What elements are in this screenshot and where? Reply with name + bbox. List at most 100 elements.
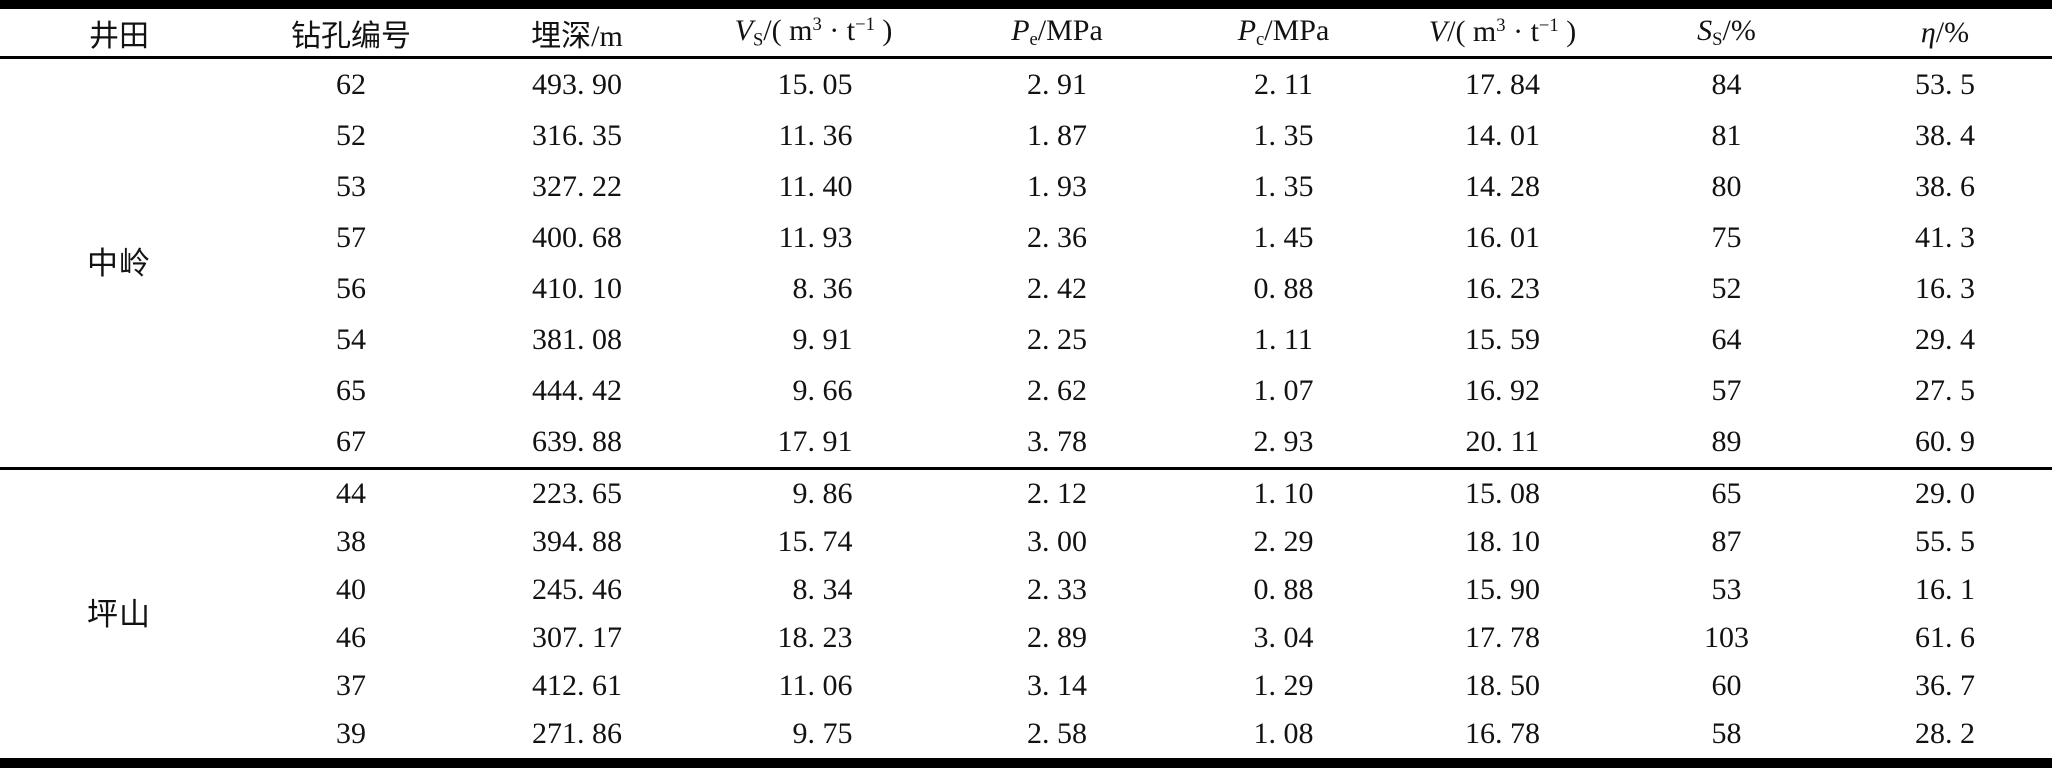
- cell-ss: 53: [1711, 573, 1742, 606]
- header-row: 井田 钻孔编号 埋深/m VS/( m3 · t−1 ) Pe/MPa Pc/MPa V/(…: [0, 4, 2052, 59]
- column-header-pe: Pe/MPa: [937, 4, 1177, 59]
- cell-pe: 2. 33: [1027, 573, 1087, 606]
- cell-pe: 2. 62: [1027, 373, 1087, 407]
- table-row: 56 410. 10 8. 36 2. 42 0. 88 16. 23 52 16. 3: [0, 263, 2052, 314]
- column-header-pc: Pc/MPa: [1177, 4, 1390, 59]
- table-row: 40 245. 46 8. 34 2. 33 0. 88 15. 90 53 16. 1: [0, 566, 2052, 614]
- cell-ss: 87: [1711, 525, 1742, 558]
- cell-pe: 2. 91: [1027, 67, 1087, 101]
- cell-hole: 65: [336, 373, 366, 407]
- cell-hole: 39: [336, 717, 366, 750]
- table-row: 52 316. 35 11. 36 1. 87 1. 35 14. 01 81 38. 4: [0, 110, 2052, 161]
- cell-vs: 8. 36: [792, 271, 853, 305]
- cell-hole: 44: [238, 467, 464, 518]
- column-header-ss: SS/%: [1615, 4, 1838, 59]
- table-row: 53 327. 22 11. 40 1. 93 1. 35 14. 28 80 38. 6: [0, 161, 2052, 212]
- cell-pc: 0. 88: [1253, 271, 1314, 305]
- cell-depth: 316. 35: [532, 118, 622, 152]
- cell-pc: 1. 10: [1177, 467, 1390, 518]
- cell-depth: 444. 42: [532, 373, 622, 407]
- cell-eta: 28. 2: [1915, 717, 1975, 750]
- cell-vs: 9. 66: [792, 373, 853, 407]
- cell-depth: 307. 17: [532, 621, 622, 654]
- cell-pc: 2. 29: [1253, 525, 1314, 558]
- table-row: 54 381. 08 9. 91 2. 25 1. 11 15. 59 64 29. 4: [0, 314, 2052, 365]
- cell-ss: 75: [1711, 220, 1742, 254]
- cell-depth: 327. 22: [532, 169, 622, 203]
- cell-pe: 2. 89: [1027, 621, 1087, 654]
- table-body: 中岭 62 493. 90 15. 05 2. 91 2. 11 17. 84 84 53. 5…: [0, 58, 2052, 763]
- cell-pe: 2. 58: [1027, 717, 1087, 750]
- cell-pe: 2. 12: [937, 467, 1177, 518]
- column-header-field: 井田: [0, 4, 238, 59]
- cell-v: 20. 11: [1465, 424, 1540, 458]
- group-label-pingshan: 坪山: [0, 467, 238, 763]
- column-header-v: V/( m3 · t−1 ): [1390, 4, 1615, 59]
- cell-eta: 38. 6: [1915, 169, 1975, 203]
- cell-eta: 16. 1: [1915, 573, 1975, 606]
- cell-v: 17. 84: [1465, 67, 1540, 101]
- cell-depth: 493. 90: [532, 67, 622, 101]
- cell-ss: 84: [1711, 67, 1742, 101]
- cell-pe: 1. 87: [1027, 118, 1087, 152]
- column-header-depth: 埋深/m: [464, 4, 690, 59]
- cell-depth: 223. 65: [464, 467, 690, 518]
- cell-v: 15. 08: [1390, 467, 1615, 518]
- cell-pe: 1. 93: [1027, 169, 1087, 203]
- cell-v: 15. 59: [1465, 322, 1540, 356]
- cell-depth: 410. 10: [532, 271, 622, 305]
- table-row: 46 307. 17 18. 23 2. 89 3. 04 17. 78 103 61. 6: [0, 614, 2052, 662]
- table-row: 57 400. 68 11. 93 2. 36 1. 45 16. 01 75 41. 3: [0, 212, 2052, 263]
- cell-vs: 15. 74: [777, 525, 853, 558]
- cell-vs: 9. 86: [690, 467, 937, 518]
- cell-depth: 394. 88: [532, 525, 622, 558]
- cell-pe: 3. 00: [1027, 525, 1087, 558]
- cell-ss: 65: [1615, 467, 1838, 518]
- cell-depth: 381. 08: [532, 322, 622, 356]
- cell-depth: 412. 61: [532, 669, 622, 702]
- cell-hole: 40: [336, 573, 366, 606]
- cell-ss: 52: [1711, 271, 1742, 305]
- cell-ss: 80: [1711, 169, 1742, 203]
- cell-hole: 57: [336, 220, 366, 254]
- cell-hole: 38: [336, 525, 366, 558]
- cell-pc: 3. 04: [1253, 621, 1314, 654]
- cell-pc: 1. 29: [1253, 669, 1314, 702]
- cell-depth: 245. 46: [532, 573, 622, 606]
- cell-pe: 2. 25: [1027, 322, 1087, 356]
- table-row: 39 271. 86 9. 75 2. 58 1. 08 16. 78 58 28. 2: [0, 710, 2052, 763]
- cell-v: 15. 90: [1465, 573, 1540, 606]
- cell-vs: 9. 75: [792, 717, 853, 750]
- cell-eta: 60. 9: [1915, 424, 1975, 458]
- cell-v: 18. 10: [1465, 525, 1540, 558]
- cell-hole: 52: [336, 118, 366, 152]
- cell-ss: 57: [1711, 373, 1742, 407]
- cell-ss: 81: [1711, 118, 1742, 152]
- cell-hole: 46: [336, 621, 366, 654]
- cell-hole: 62: [336, 67, 366, 101]
- cell-vs: 15. 05: [777, 67, 853, 101]
- cell-vs: 8. 34: [792, 573, 853, 606]
- group-label-zhongling: 中岭: [87, 245, 151, 281]
- cell-ss: 60: [1711, 669, 1742, 702]
- cell-pc: 2. 11: [1254, 67, 1313, 101]
- cell-pc: 1. 35: [1253, 118, 1314, 152]
- column-header-vs: VS/( m3 · t−1 ): [690, 4, 937, 59]
- cell-pe: 3. 14: [1027, 669, 1087, 702]
- cell-pe: 2. 42: [1027, 271, 1087, 305]
- cell-ss: 89: [1711, 424, 1742, 458]
- cell-v: 16. 78: [1465, 717, 1540, 750]
- table-row: 65 444. 42 9. 66 2. 62 1. 07 16. 92 57 27. 5: [0, 365, 2052, 416]
- cell-pc: 1. 35: [1253, 169, 1314, 203]
- cell-hole: 54: [336, 322, 366, 356]
- table-header: 井田 钻孔编号 埋深/m VS/( m3 · t−1 ) Pe/MPa Pc/MPa V/(…: [0, 4, 2052, 59]
- cell-v: 16. 23: [1465, 271, 1540, 305]
- cell-ss: 58: [1711, 717, 1742, 750]
- cell-v: 17. 78: [1465, 621, 1540, 654]
- column-header-hole: 钻孔编号: [238, 4, 464, 59]
- cell-eta: 16. 3: [1915, 271, 1975, 305]
- table-row: 67 639. 88 17. 91 3. 78 2. 93 20. 11 89 60. 9: [0, 416, 2052, 469]
- column-header-eta: η/%: [1838, 4, 2052, 59]
- cell-pe: 2. 36: [1027, 220, 1087, 254]
- cell-vs: 11. 06: [778, 669, 853, 702]
